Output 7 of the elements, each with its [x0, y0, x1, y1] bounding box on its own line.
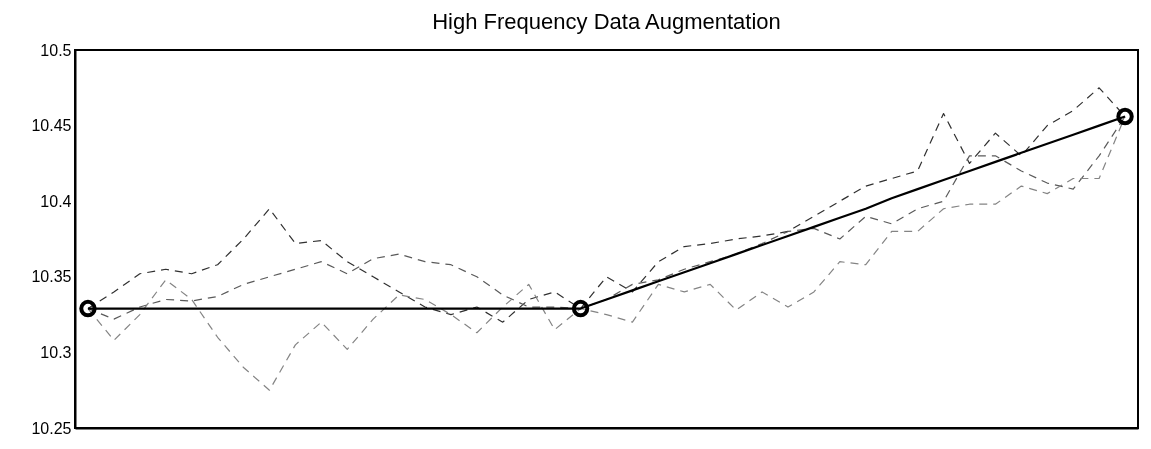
y-tick-label: 10.5: [40, 41, 72, 59]
y-tick-label: 10.35: [31, 268, 72, 286]
y-tick-label: 10.25: [31, 419, 72, 437]
y-tick-label: 10.4: [40, 192, 72, 210]
y-tick-label: 10.45: [31, 117, 72, 135]
y-tick-label: 10.3: [40, 343, 72, 361]
chart-title: High Frequency Data Augmentation: [432, 9, 781, 34]
